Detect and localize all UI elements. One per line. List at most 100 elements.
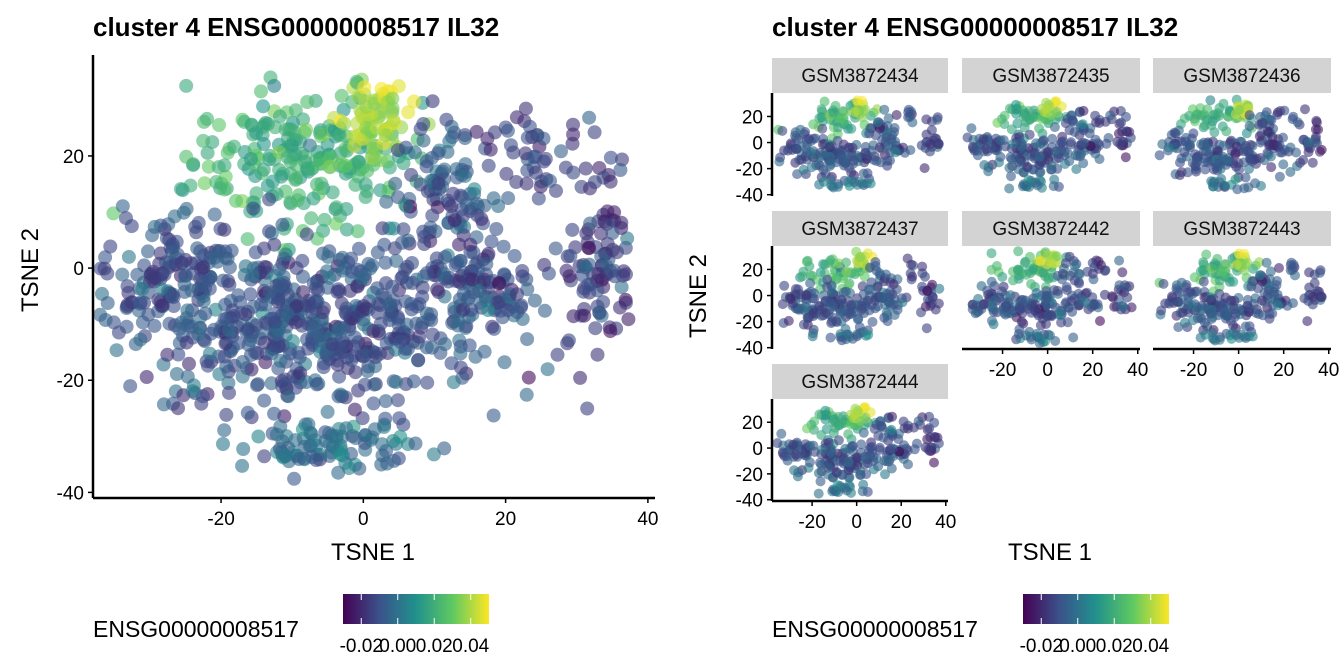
left-point [583, 216, 598, 231]
facet-point [1256, 180, 1266, 191]
left-point [317, 212, 332, 227]
facet-point [1062, 317, 1073, 328]
facet-y-tick-label: -20 [736, 313, 763, 334]
left-point [559, 263, 574, 278]
left-point [444, 199, 459, 214]
left-point [389, 253, 404, 268]
facet-x-tick-label: 0 [1042, 360, 1053, 381]
left-point [299, 122, 313, 137]
left-point [246, 201, 261, 216]
left-point [615, 152, 629, 167]
left-point [111, 325, 126, 340]
facet-point [879, 455, 890, 466]
left-point [460, 292, 475, 307]
facet-point [1189, 272, 1200, 283]
left-point [133, 332, 148, 347]
legend-tick-label: 0.04 [1132, 636, 1169, 657]
facet-point [816, 112, 827, 123]
left-point [356, 317, 371, 332]
facet-point [1184, 140, 1195, 151]
left-point [538, 151, 553, 166]
left-point [97, 261, 112, 276]
left-point [135, 282, 150, 297]
left-point [438, 250, 452, 265]
facet-point [852, 95, 862, 106]
left-point [398, 140, 413, 155]
left-point [278, 448, 293, 463]
facet-point [791, 144, 802, 155]
facet-point [843, 429, 854, 440]
facet-point [934, 283, 945, 294]
left-point [179, 78, 194, 93]
left-x-tick-label: -20 [207, 509, 234, 530]
facet-x-tick-label: 0 [1233, 360, 1244, 381]
left-point [308, 281, 323, 296]
left-point [603, 324, 618, 339]
facet-y-tick-label: 0 [752, 439, 763, 460]
left-point [257, 335, 272, 350]
facet-strip-label: GSM3872443 [1183, 219, 1300, 240]
facet-y-tick-label: -20 [736, 465, 763, 486]
facet-point [1011, 108, 1022, 119]
left-point [352, 461, 367, 476]
left-point [312, 125, 327, 140]
facet-strip-label: GSM3872436 [1183, 66, 1300, 87]
facet-point [962, 132, 973, 143]
facet-point [1071, 164, 1082, 175]
left-point [166, 240, 180, 254]
facet-point [1230, 308, 1241, 319]
left-point [325, 337, 340, 352]
left-point [450, 313, 465, 327]
facet-point [872, 117, 883, 128]
left-point [520, 332, 535, 347]
left-point [238, 307, 253, 322]
facet-point [797, 271, 808, 282]
facet-x-tick-label: 20 [891, 512, 912, 533]
left-point [413, 122, 428, 136]
left-point [179, 335, 194, 350]
facet-point [1004, 162, 1015, 173]
facet-point [883, 113, 894, 124]
facet-point [856, 439, 867, 450]
facet-point [785, 291, 796, 302]
left-legend-title: ENSG00000008517 [93, 616, 299, 642]
facet-point [835, 481, 846, 491]
left-point [184, 283, 199, 298]
facet-point [908, 422, 919, 433]
facet-point [1078, 158, 1089, 169]
facet-point [932, 432, 943, 443]
left-point [299, 227, 314, 242]
facet-point [832, 135, 843, 146]
facet-point [881, 269, 891, 280]
facet-point [1275, 106, 1286, 116]
left-point [453, 346, 468, 361]
left-point [447, 213, 462, 228]
facet-point [1188, 128, 1199, 139]
facet-point [865, 262, 875, 273]
facet-strip [1153, 211, 1331, 246]
left-point [420, 375, 435, 390]
left-x-axis-title: TSNE 1 [331, 539, 415, 566]
left-point [98, 250, 113, 265]
left-point [390, 393, 405, 408]
left-point [437, 266, 451, 281]
facet-point [1266, 162, 1277, 173]
left-point [470, 208, 485, 223]
facet-point [1214, 288, 1225, 299]
facet-panel: GSM3872436 [1153, 58, 1331, 195]
facet-point [889, 310, 900, 320]
facet-point [1046, 258, 1057, 268]
left-point [339, 222, 354, 237]
facet-point [921, 323, 932, 334]
facet-point [1244, 121, 1255, 132]
facet-point [1069, 261, 1080, 272]
facet-x-tick-label: -20 [989, 360, 1016, 381]
facet-point [1252, 283, 1263, 294]
facet-strip-label: GSM3872437 [801, 219, 918, 240]
left-point [437, 441, 452, 456]
facet-point [1221, 126, 1232, 137]
left-point [373, 153, 388, 168]
left-point [369, 121, 384, 135]
facet-y-tick-label: 20 [742, 260, 763, 281]
left-point [497, 355, 512, 370]
